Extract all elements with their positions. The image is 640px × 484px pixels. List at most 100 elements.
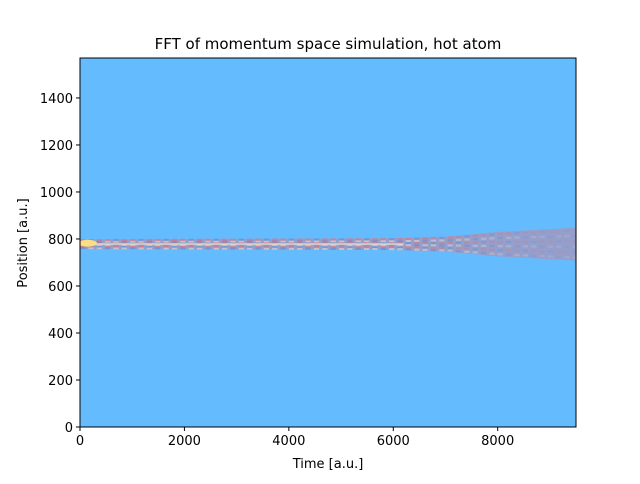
- fringe-segment: [405, 237, 412, 241]
- fringe-segment: [506, 253, 512, 256]
- fringe-segment: [422, 248, 428, 251]
- fringe-segment: [313, 238, 320, 241]
- fringe-segment: [355, 247, 361, 251]
- y-tick-label: 800: [48, 233, 73, 248]
- y-tick-label: 400: [48, 327, 73, 342]
- fringe-segment: [447, 246, 453, 250]
- fringe-segment: [389, 238, 395, 241]
- fringe-segment: [230, 245, 236, 248]
- fringe-segment: [313, 240, 320, 243]
- fringe-segment: [180, 240, 186, 243]
- y-tick-label: 200: [48, 374, 73, 389]
- fringe-segment: [238, 240, 244, 243]
- x-tick-label: 8000: [481, 434, 514, 449]
- fringe-segment: [138, 245, 144, 248]
- fringe-segment: [163, 240, 169, 243]
- fringe-segment: [455, 250, 462, 253]
- fringe-segment: [330, 245, 336, 249]
- fringe-segment: [213, 247, 219, 250]
- fringe-segment: [422, 241, 428, 245]
- fringe-segment: [397, 244, 403, 247]
- fringe-segment: [564, 240, 570, 243]
- fringe-segment: [506, 245, 512, 248]
- fringe-segment: [506, 240, 512, 244]
- fringe-segment: [455, 247, 462, 250]
- fringe-segment: [497, 241, 503, 244]
- fringe-segment: [138, 238, 144, 242]
- plot-frame: [79, 57, 577, 428]
- fringe-segment: [497, 232, 503, 236]
- fringe-segment: [480, 241, 487, 244]
- fringe-segment: [238, 245, 244, 248]
- fringe-segment: [347, 247, 353, 250]
- fringe-segment: [522, 240, 528, 243]
- fringe-segment: [405, 246, 412, 249]
- fringe-segment: [480, 244, 487, 248]
- fringe-segment: [439, 241, 445, 245]
- fringe-segment: [380, 240, 386, 243]
- fringe-segment: [547, 235, 554, 238]
- fringe-segment: [472, 251, 478, 254]
- fringe-segment: [556, 245, 562, 248]
- fringe-segment: [480, 251, 487, 255]
- fringe-segment: [489, 233, 495, 236]
- fringe-segment: [447, 249, 453, 252]
- fringe-segment: [414, 237, 420, 240]
- fringe-segment: [489, 237, 495, 240]
- fringe-segment: [447, 244, 453, 247]
- fringe-segment: [205, 245, 211, 248]
- fringe-segment: [506, 232, 512, 235]
- fringe-segment: [464, 235, 470, 238]
- fringe-segment: [572, 229, 576, 232]
- fringe-segment: [414, 244, 420, 247]
- fringe-segment: [171, 240, 178, 243]
- fringe-segment: [539, 245, 545, 248]
- fringe-segment: [564, 235, 570, 238]
- fringe-segment: [305, 240, 311, 243]
- fringe-segment: [430, 239, 437, 242]
- fringe-segment: [121, 240, 127, 243]
- fringe-segment: [338, 240, 345, 243]
- fringe-segment: [539, 230, 545, 234]
- x-axis-label: Time [a.u.]: [292, 457, 364, 472]
- fringe-segment: [464, 250, 470, 253]
- fringe-segment: [439, 246, 445, 249]
- fringe-segment: [539, 240, 545, 243]
- fringe-segment: [288, 238, 295, 241]
- fringe-segment: [572, 251, 576, 254]
- fringe-segment: [506, 236, 512, 239]
- fringe-segment: [171, 238, 178, 241]
- wavepacket-band: [80, 227, 576, 261]
- fringe-segment: [305, 238, 311, 241]
- fringe-segment: [439, 249, 445, 252]
- fringe-segment: [330, 247, 336, 250]
- fringe-segment: [80, 245, 86, 248]
- fringe-segment: [572, 234, 576, 238]
- fringe-segment: [322, 238, 328, 241]
- fringe-segment: [372, 247, 378, 251]
- fringe-segment: [405, 244, 412, 247]
- fringe-segment: [288, 247, 295, 250]
- fringe-segment: [230, 238, 236, 241]
- fringe-segment: [506, 249, 512, 252]
- fringe-segment: [564, 250, 570, 254]
- fringe-segment: [130, 245, 136, 248]
- fringe-segment: [138, 240, 144, 243]
- fringe-segment: [397, 248, 403, 251]
- x-axis: 0 2000 4000 6000 8000: [76, 427, 514, 449]
- fringe-segment: [472, 244, 478, 247]
- fringe-segment: [280, 245, 286, 248]
- fringe-segment: [389, 240, 395, 243]
- fringe-segment: [322, 240, 328, 243]
- fringe-segment: [188, 238, 194, 241]
- fringe-segment: [480, 234, 487, 237]
- fringe-segment: [455, 238, 462, 242]
- fringe-segment: [105, 245, 111, 248]
- fringe-segment: [405, 239, 412, 243]
- fringe-segment: [422, 239, 428, 242]
- fringe-segment: [539, 255, 545, 258]
- fringe-segment: [556, 240, 562, 243]
- fringe-segment: [322, 245, 328, 249]
- fringe-segment: [414, 246, 420, 249]
- fringe-segment: [113, 245, 119, 248]
